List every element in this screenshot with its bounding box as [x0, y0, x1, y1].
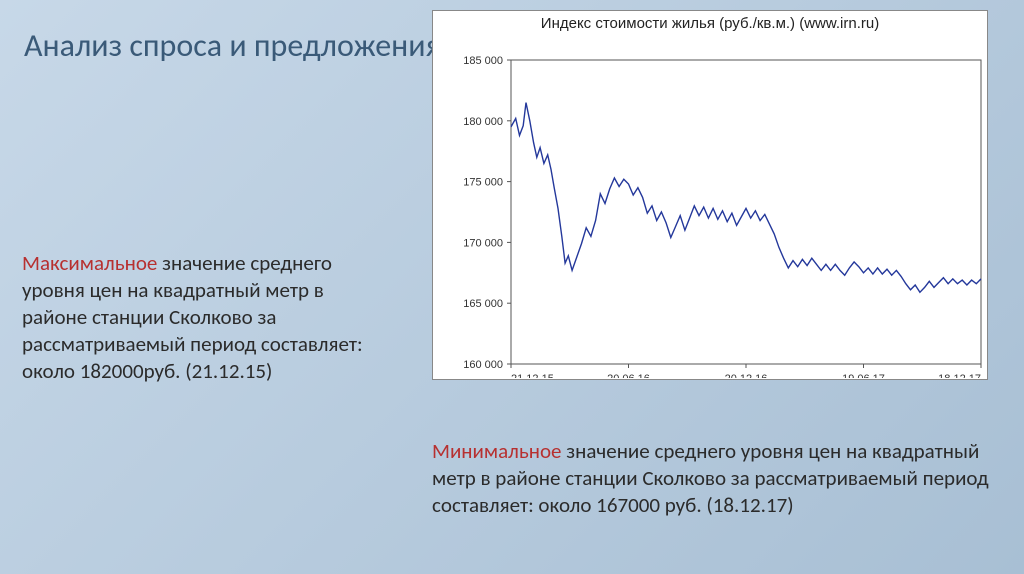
svg-text:165 000: 165 000 [463, 298, 503, 310]
svg-text:185 000: 185 000 [463, 55, 503, 67]
svg-text:180 000: 180 000 [463, 116, 503, 128]
svg-text:160 000: 160 000 [463, 359, 503, 371]
max-paragraph: Максимальное значение среднего уровня це… [22, 250, 392, 384]
svg-text:18.12.17: 18.12.17 [938, 373, 981, 378]
page-title: Анализ спроса и предложения [24, 28, 441, 65]
svg-text:19.06.17: 19.06.17 [842, 373, 885, 378]
svg-text:170 000: 170 000 [463, 237, 503, 249]
svg-text:20.12.16: 20.12.16 [725, 373, 768, 378]
svg-text:175 000: 175 000 [463, 177, 503, 189]
min-paragraph: Минимальное значение среднего уровня цен… [432, 438, 992, 519]
svg-text:20.06.16: 20.06.16 [607, 373, 650, 378]
svg-text:21.12.15: 21.12.15 [511, 373, 554, 378]
max-accent-word: Максимальное [22, 250, 157, 276]
chart-svg: 160 000 165 000 170 000 175 000 180 000 185 0… [433, 32, 989, 378]
min-accent-word: Минимальное [432, 438, 561, 464]
chart-title: Индекс стоимости жилья (руб./кв.м.) (www… [433, 11, 987, 32]
price-index-chart: Индекс стоимости жилья (руб./кв.м.) (www… [432, 10, 988, 380]
